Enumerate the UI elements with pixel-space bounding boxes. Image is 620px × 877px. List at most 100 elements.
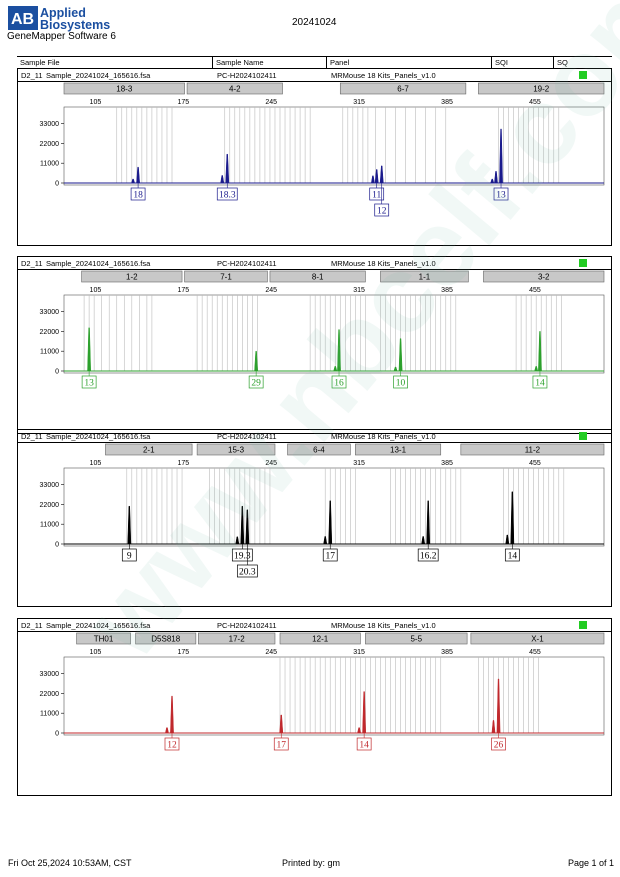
- col-sample-name: Sample Name: [216, 58, 264, 67]
- marker-bar: [186, 82, 283, 95]
- marker-label: 5-5: [410, 635, 422, 644]
- electropherogram-plot-black: 2-1 15-3 6-4 13-1 11-2 105 175 245 315 385 455 0 110…: [40, 443, 605, 578]
- x-tick-label: 385: [441, 460, 453, 467]
- col-divider: [553, 57, 554, 68]
- allele-call-label: 18.3: [219, 191, 236, 201]
- marker-label: 18-3: [116, 85, 133, 94]
- sample-file-value: Sample_20241024_165616.fsa: [46, 71, 151, 80]
- plot-frame: [63, 106, 605, 186]
- peak: [371, 175, 375, 184]
- marker-label: 19-2: [533, 85, 550, 94]
- y-tick-label: 22000: [40, 691, 60, 698]
- allele-call-box: [369, 187, 385, 201]
- allele-call-label: 17: [325, 552, 335, 562]
- peak: [254, 350, 259, 372]
- peak: [421, 536, 426, 545]
- logo-line-1: Applied: [40, 6, 86, 20]
- x-tick-label: 455: [529, 460, 541, 467]
- x-tick-label: 105: [90, 99, 102, 106]
- marker-label: 8-1: [312, 273, 324, 282]
- sample-row: D2_11 Sample_20241024_165616.fsa PC-H202…: [18, 69, 611, 82]
- sq-status-badge: [579, 432, 587, 440]
- sample-file-value: Sample_20241024_165616.fsa: [46, 259, 151, 268]
- marker-label: 12-1: [312, 635, 329, 644]
- col-divider: [326, 57, 327, 68]
- allele-call-label: 12: [167, 741, 177, 751]
- y-tick-label: 33000: [40, 671, 60, 678]
- sq-status-badge: [579, 259, 587, 267]
- peak: [328, 500, 333, 545]
- marker-bar: [184, 270, 268, 283]
- peak: [505, 534, 510, 545]
- peak: [426, 500, 431, 545]
- x-tick-label: 105: [90, 460, 102, 467]
- peak: [323, 536, 328, 545]
- marker-bar: [198, 632, 276, 645]
- col-divider: [212, 57, 213, 68]
- peak: [499, 128, 503, 184]
- sample-name-value: PC-H2024102411: [217, 432, 277, 441]
- allele-call-box: [491, 737, 506, 751]
- x-tick-label: 455: [529, 99, 541, 106]
- x-tick-label: 175: [177, 99, 189, 106]
- marker-label: 6-7: [397, 85, 409, 94]
- software-name: GeneMapper Software 6: [7, 31, 116, 42]
- panel-value: MRMouse 18 Kits_Panels_v1.0: [331, 71, 436, 80]
- x-tick-label: 105: [90, 287, 102, 294]
- x-tick-label: 385: [441, 287, 453, 294]
- y-tick-label: 33000: [40, 309, 60, 316]
- y-tick-label: 0: [55, 369, 59, 376]
- row-id: D2_11: [21, 71, 43, 80]
- marker-bar: [63, 82, 185, 95]
- allele-call-box: [322, 548, 338, 562]
- x-tick-label: 175: [177, 287, 189, 294]
- sample-name-value: PC-H2024102411: [217, 71, 277, 80]
- marker-label: 4-2: [229, 85, 241, 94]
- y-tick-label: 0: [55, 181, 59, 188]
- plot-frame: [63, 294, 605, 374]
- x-tick-label: 315: [353, 460, 365, 467]
- footer-page: Page 1 of 1: [567, 858, 614, 868]
- allele-call-label: 13: [496, 191, 506, 201]
- marker-label: 3-2: [538, 273, 550, 282]
- x-tick-label: 245: [265, 460, 277, 467]
- col-sq: SQ: [557, 58, 568, 67]
- peak: [379, 165, 384, 184]
- marker-bar: [81, 270, 183, 283]
- marker-label: 11-2: [525, 446, 541, 455]
- x-tick-label: 455: [529, 287, 541, 294]
- marker-label: 7-1: [220, 273, 232, 282]
- allele-call-box: [504, 548, 520, 562]
- x-tick-label: 315: [353, 649, 365, 656]
- peak: [538, 331, 542, 372]
- allele-call-label: 10: [396, 379, 406, 389]
- footer-printed-by: Printed by: gm: [282, 858, 341, 868]
- allele-call-label: 16: [334, 379, 344, 389]
- allele-call-box: [273, 737, 289, 751]
- applied-biosystems-logo: AB Applied Biosystems: [8, 6, 118, 34]
- sample-row: D2_11 Sample_20241024_165616.fsa PC-H202…: [18, 430, 611, 443]
- marker-bar: [135, 632, 197, 645]
- col-sqi: SQI: [495, 58, 508, 67]
- peak: [225, 153, 230, 184]
- peak: [337, 329, 341, 372]
- x-tick-label: 455: [529, 649, 541, 656]
- allele-call-box: [532, 375, 548, 389]
- peak: [245, 509, 250, 545]
- peak: [398, 338, 403, 372]
- electropherogram-panel-green: D2_11 Sample_20241024_165616.fsa PC-H202…: [17, 256, 612, 434]
- marker-bar: [365, 632, 468, 645]
- y-tick-label: 22000: [40, 141, 60, 148]
- peak: [357, 727, 362, 734]
- y-tick-label: 22000: [40, 329, 60, 336]
- allele-call-box: [417, 548, 439, 562]
- allele-call-label: 9: [127, 552, 132, 562]
- allele-call-box: [121, 548, 137, 562]
- marker-bar: [196, 443, 276, 456]
- allele-call-label: 19.3: [234, 552, 251, 562]
- peak: [235, 536, 240, 545]
- marker-bar: [470, 632, 605, 645]
- peak: [136, 166, 140, 184]
- sq-status-badge: [579, 621, 587, 629]
- allele-call-box: [493, 187, 509, 201]
